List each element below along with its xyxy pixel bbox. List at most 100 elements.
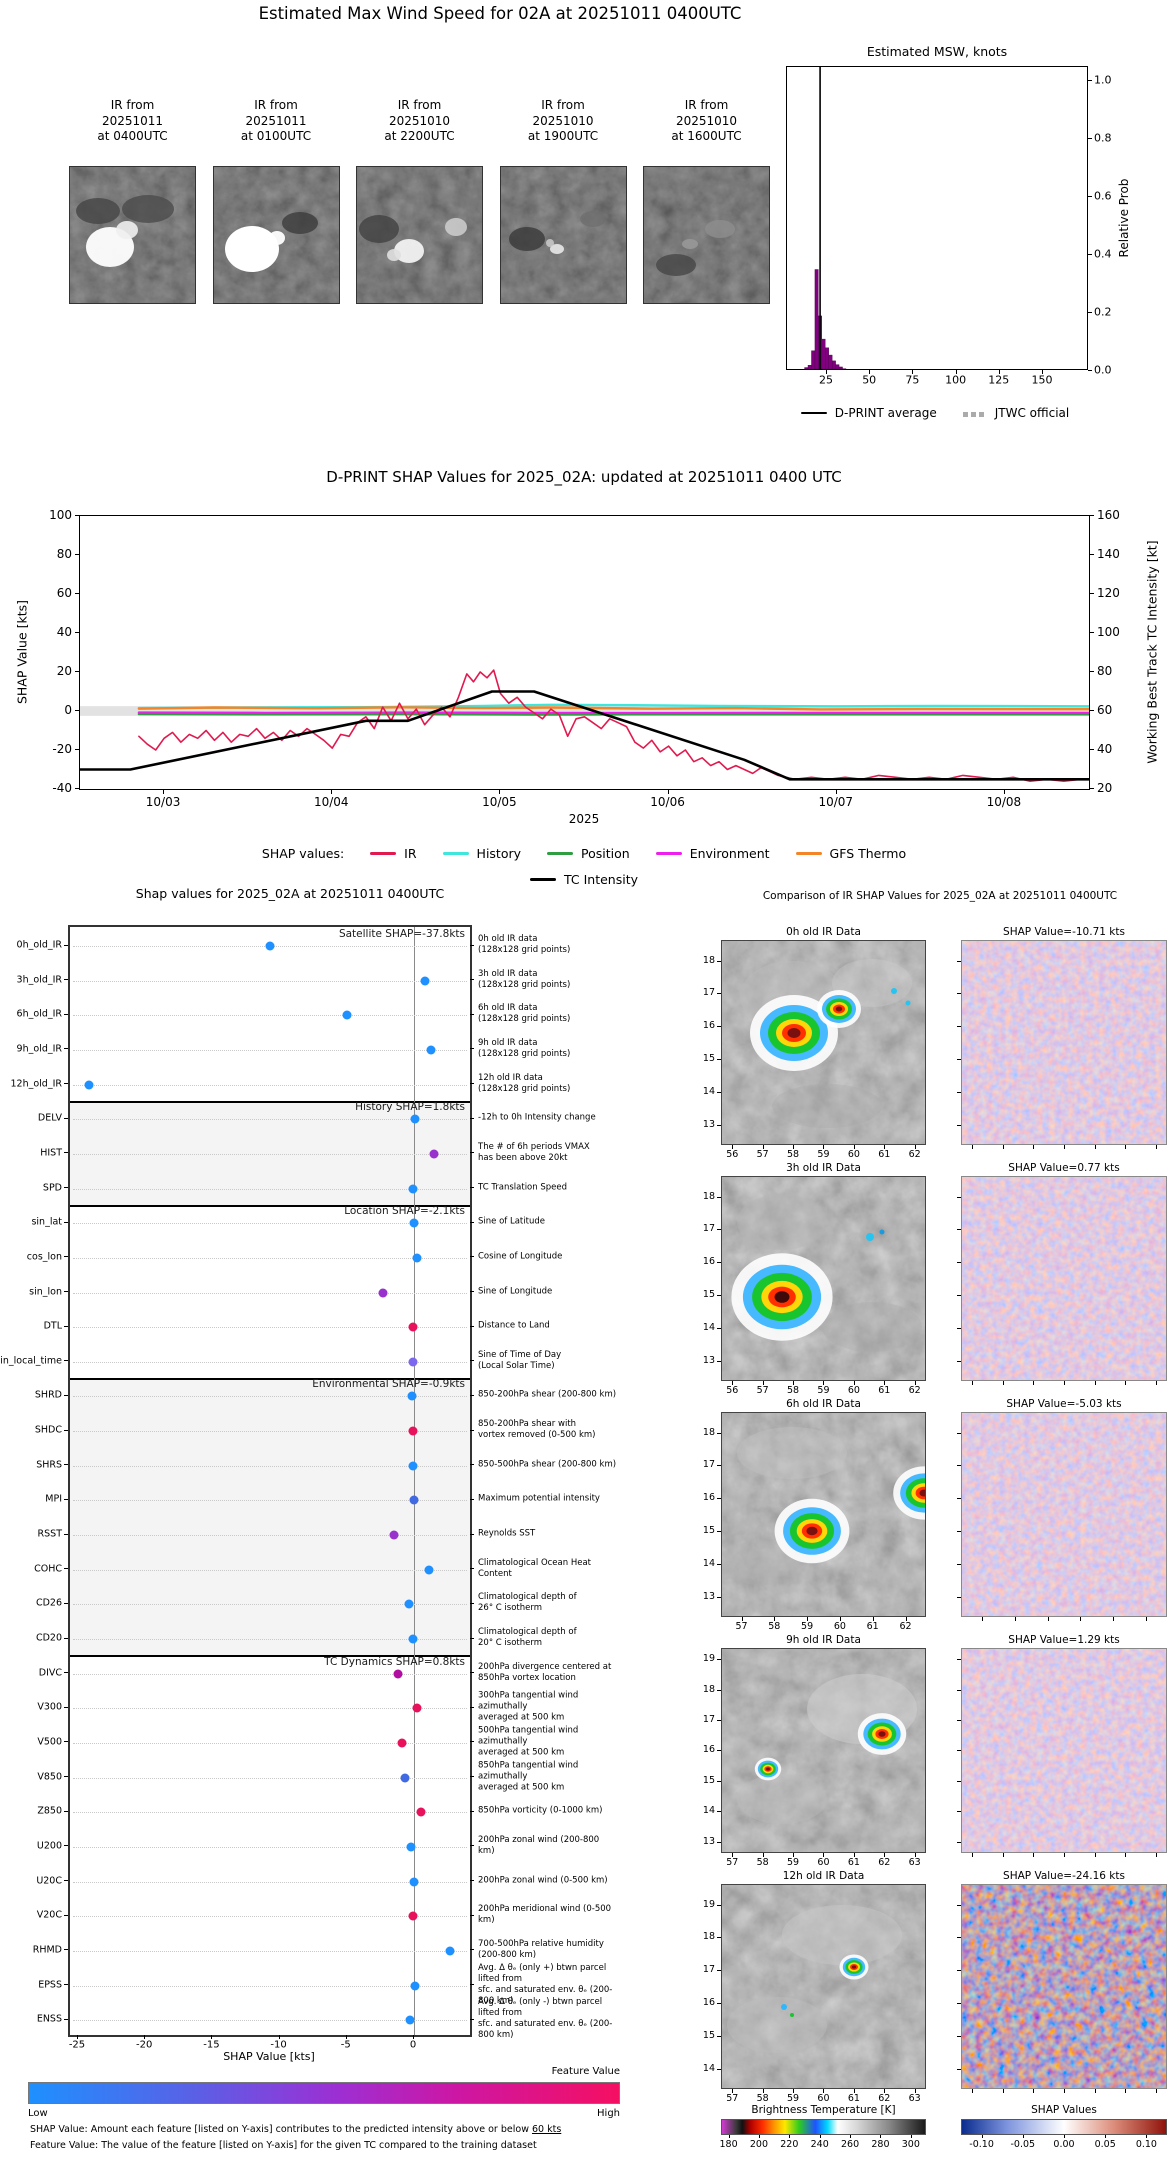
feature-label: DELV <box>37 1112 62 1124</box>
feature-tick-right <box>470 1498 474 1500</box>
ytick-stub <box>75 670 79 672</box>
histogram-ytick <box>1088 79 1092 81</box>
feature-description: 12h old IR data (128x128 grid points) <box>478 1072 571 1094</box>
lon-tick <box>774 1617 776 1621</box>
lat-tick-label: 17 <box>702 987 715 999</box>
lon-tick <box>732 1381 734 1385</box>
colorbar-low-label: Low <box>28 2108 48 2119</box>
lat-tick-shap <box>957 1058 961 1060</box>
shap-map-image <box>961 1648 1167 1853</box>
feature-tick-right <box>470 1464 474 1466</box>
dot-plot-section-bg <box>69 1379 471 1657</box>
lat-tick <box>717 1530 721 1532</box>
feature-tick-right <box>470 1672 474 1674</box>
dot-plot-xtick: 0 <box>409 2039 417 2051</box>
bt-colorbar-tick-stub <box>789 2135 791 2138</box>
shap-dot <box>84 1080 94 1090</box>
lat-tick <box>717 1720 721 1722</box>
bt-colorbar-tick-stub <box>819 2135 821 2138</box>
lon-tick-label: 61 <box>878 1385 891 1396</box>
section-shap-annotation: Environmental SHAP=-0.9kts <box>312 1378 465 1391</box>
lon-tick-label: 59 <box>787 2093 800 2104</box>
feature-description: Sine of Longitude <box>478 1285 553 1296</box>
feature-tick-right <box>470 1568 474 1570</box>
xtick-stub <box>835 790 837 794</box>
timeseries-ylabel-right: Working Best Track TC Intensity [kt] <box>1144 540 1160 764</box>
feature-description: Cosine of Longitude <box>478 1251 563 1262</box>
ytick-stub <box>1090 787 1094 789</box>
feature-label: V500 <box>37 1736 62 1748</box>
feature-label: MPI <box>45 1493 62 1505</box>
lat-tick-label: 14 <box>702 1321 715 1333</box>
lon-tick-shap <box>1047 1617 1049 1621</box>
legend-item: IR <box>370 846 417 861</box>
histogram-xtick <box>826 370 827 374</box>
feature-label: EPSS <box>38 1979 62 1990</box>
lat-tick-shap <box>957 1294 961 1296</box>
shap-colorbar-tick-stub <box>981 2135 983 2138</box>
lon-tick-shap <box>1155 1381 1157 1385</box>
histogram-title: Estimated MSW, knots <box>866 44 1008 59</box>
shap-dot <box>378 1288 388 1297</box>
lon-tick-shap <box>1125 2089 1127 2093</box>
ytick-stub <box>1090 553 1094 555</box>
histogram-legend-row: D-PRINT average JTWC official <box>700 400 1168 426</box>
lat-tick-shap <box>957 1720 961 1722</box>
lat-tick <box>717 1563 721 1565</box>
lon-tick-label: 57 <box>756 1149 769 1160</box>
legend-item: Environment <box>655 846 770 861</box>
lon-tick-label: 58 <box>787 1385 800 1396</box>
feature-label: COHC <box>34 1563 62 1575</box>
dot-plot-row-gridline <box>73 1708 467 1710</box>
dot-plot-row-gridline <box>73 1361 467 1363</box>
feature-description: 0h old IR data (128x128 grid points) <box>478 933 571 955</box>
feature-tick <box>64 1117 68 1119</box>
timeseries-ytick-left: 20 <box>56 664 72 678</box>
shap-map-image <box>961 1176 1167 1381</box>
feature-description: 200hPa meridional wind (0-500 km) <box>478 1904 612 1926</box>
feature-tick-right <box>470 1845 474 1847</box>
lat-tick-shap <box>957 1937 961 1939</box>
feature-label: U20C <box>36 1875 62 1887</box>
lat-tick <box>717 1196 721 1198</box>
enhanced-ir-image <box>721 1884 926 2089</box>
feature-tick-right <box>470 1048 474 1050</box>
feature-label: sin_lon <box>29 1286 62 1297</box>
legend-square <box>978 412 984 417</box>
feature-tick-right <box>470 1187 474 1189</box>
lat-tick-shap <box>957 1229 961 1231</box>
lon-tick-label: 61 <box>847 1857 860 1868</box>
bt-colorbar-tick: 200 <box>749 2139 769 2150</box>
lon-tick <box>732 1145 734 1149</box>
feature-tick-right <box>470 1256 474 1258</box>
feature-tick-right <box>470 979 474 981</box>
lat-tick-shap <box>957 1091 961 1093</box>
lon-tick <box>853 1853 855 1857</box>
bt-colorbar-tick: 280 <box>871 2139 890 2150</box>
feature-description: Sine of Latitude <box>478 1216 545 1227</box>
feature-tick <box>64 979 68 981</box>
lon-tick-shap <box>1125 1145 1127 1149</box>
feature-tick <box>64 1602 68 1604</box>
lon-tick <box>884 1853 886 1857</box>
lat-tick-label: 18 <box>702 1683 715 1695</box>
lat-tick-label: 17 <box>702 1223 715 1235</box>
lat-tick-label: 14 <box>702 1805 715 1817</box>
lat-tick-shap <box>957 1596 961 1598</box>
shap-colorbar-tick: 0.10 <box>1135 2139 1157 2150</box>
feature-tick <box>64 1637 68 1639</box>
lat-tick <box>717 1432 721 1434</box>
lat-tick <box>717 2002 721 2004</box>
shap-dot <box>265 941 275 951</box>
shap-map-title: SHAP Value=-24.16 kts <box>1003 1870 1125 1882</box>
legend-line-swatch <box>800 412 827 414</box>
timeseries-ytick-right: 120 <box>1097 586 1120 600</box>
feature-description: TC Translation Speed <box>478 1182 567 1193</box>
lon-tick-label: 62 <box>878 1857 891 1868</box>
feature-tick <box>64 1984 68 1985</box>
legend-title: SHAP values: <box>261 845 345 861</box>
lat-tick-label: 14 <box>702 2062 715 2074</box>
feature-tick <box>64 1498 68 1500</box>
feature-tick-right <box>470 1533 474 1535</box>
shap-dot <box>408 1322 418 1332</box>
